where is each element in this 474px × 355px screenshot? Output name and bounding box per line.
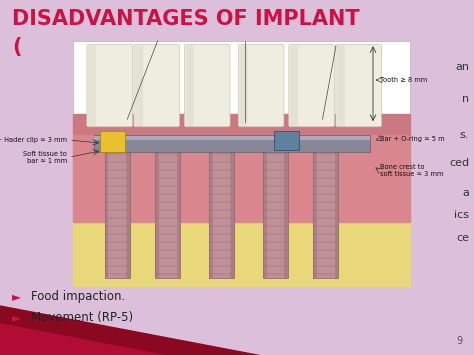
Bar <box>209 149 213 278</box>
Text: DISADVANTAGES OF IMPLANT: DISADVANTAGES OF IMPLANT <box>12 9 359 29</box>
FancyBboxPatch shape <box>87 44 132 127</box>
Text: Movement (RP-5): Movement (RP-5) <box>31 311 133 324</box>
Text: Soft tissue to
bar ≈ 1 mm: Soft tissue to bar ≈ 1 mm <box>23 151 67 164</box>
Text: Tooth ≥ 8 mm: Tooth ≥ 8 mm <box>380 77 427 83</box>
Bar <box>105 149 130 278</box>
Text: Bone crest to
soft tissue ≈ 3 mm: Bone crest to soft tissue ≈ 3 mm <box>380 164 443 177</box>
FancyBboxPatch shape <box>186 45 194 126</box>
Bar <box>263 149 266 278</box>
Polygon shape <box>0 323 166 355</box>
Polygon shape <box>73 114 410 134</box>
FancyBboxPatch shape <box>336 44 382 127</box>
Text: n: n <box>462 94 469 104</box>
Bar <box>105 149 109 278</box>
Bar <box>284 149 288 278</box>
Text: Bar + O-ring ≈ 5 m: Bar + O-ring ≈ 5 m <box>380 136 444 142</box>
Text: s.: s. <box>460 130 469 140</box>
Bar <box>273 131 299 150</box>
Text: an: an <box>455 62 469 72</box>
FancyBboxPatch shape <box>240 45 247 126</box>
FancyBboxPatch shape <box>134 44 180 127</box>
Polygon shape <box>73 222 410 286</box>
Bar <box>155 149 159 278</box>
Text: a: a <box>462 189 469 198</box>
FancyBboxPatch shape <box>88 45 96 126</box>
Text: 9: 9 <box>456 336 462 346</box>
Bar <box>313 149 317 278</box>
Bar <box>94 136 370 140</box>
FancyBboxPatch shape <box>289 44 334 127</box>
Bar <box>155 149 180 278</box>
Polygon shape <box>0 305 261 355</box>
Bar <box>313 149 338 278</box>
Text: ►: ► <box>12 290 21 303</box>
Bar <box>100 131 125 152</box>
FancyBboxPatch shape <box>290 45 298 126</box>
FancyBboxPatch shape <box>184 44 230 127</box>
Text: ced: ced <box>449 158 469 168</box>
Text: (: ( <box>12 37 21 57</box>
Bar <box>126 149 130 278</box>
Bar <box>176 149 180 278</box>
FancyBboxPatch shape <box>337 45 345 126</box>
Text: Bar + Hader clip ≈ 3 mm: Bar + Hader clip ≈ 3 mm <box>0 137 67 143</box>
Bar <box>263 149 288 278</box>
FancyBboxPatch shape <box>136 45 143 126</box>
Bar <box>94 135 370 152</box>
FancyBboxPatch shape <box>238 44 284 127</box>
Polygon shape <box>73 134 410 222</box>
Bar <box>230 149 234 278</box>
Text: ►: ► <box>12 311 21 324</box>
Bar <box>335 149 338 278</box>
Text: Food impaction.: Food impaction. <box>31 290 125 303</box>
Bar <box>73 41 410 286</box>
Text: ce: ce <box>456 233 469 243</box>
Text: ics: ics <box>454 210 469 220</box>
Bar <box>209 149 234 278</box>
